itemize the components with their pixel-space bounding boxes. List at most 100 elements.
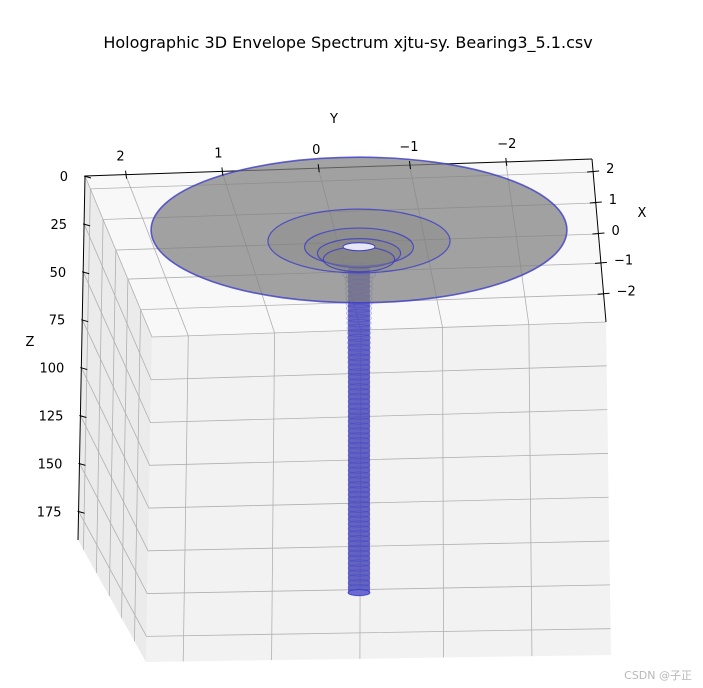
surface-ring (347, 471, 371, 479)
back-pane (146, 322, 611, 662)
z-tick-label: 125 (39, 409, 64, 424)
grid-line-z (80, 367, 609, 509)
x-tick (592, 232, 605, 235)
surface-ring (347, 343, 371, 352)
z-tick (79, 414, 87, 418)
surface-ring (347, 485, 371, 494)
x-tick (597, 292, 610, 295)
surface-ring (346, 308, 372, 318)
x-tick-label: −2 (617, 284, 636, 299)
surface-ring (346, 313, 372, 323)
x-axis-label: X (638, 206, 647, 221)
surface-ring (347, 495, 371, 504)
z-tick-label: 25 (51, 218, 68, 233)
grid-line-x (95, 219, 104, 573)
z-tick (82, 271, 90, 275)
surface-ring (347, 500, 371, 509)
y-tick (221, 167, 224, 176)
surface-ring (347, 505, 371, 514)
x-tick (594, 261, 608, 264)
surface-ring (346, 333, 372, 342)
x-tick (587, 170, 600, 173)
envelope-surface (150, 156, 568, 597)
grid-line-z (80, 415, 610, 552)
grid-line-z (83, 223, 607, 381)
y-tick (505, 157, 508, 166)
surface-ring (347, 387, 371, 396)
surface-ring (347, 481, 371, 489)
surface-ring (347, 579, 371, 587)
x-tick-label: 2 (606, 162, 614, 177)
surface-ring (347, 363, 371, 372)
surface-ring (347, 554, 371, 563)
surface-ring (347, 510, 371, 519)
surface-ring (347, 569, 371, 577)
surface-ring (347, 427, 371, 435)
envelope-ring (150, 156, 568, 304)
surface-ring (347, 476, 371, 484)
grid-line-x (134, 309, 142, 642)
surface-ring (346, 328, 372, 337)
envelope-ring (316, 238, 402, 269)
x-tick-label: 0 (611, 224, 619, 239)
surface-ring (346, 338, 372, 347)
surface-ring (346, 318, 372, 328)
y-tick-label: −1 (399, 140, 418, 155)
surface-ring (347, 520, 371, 528)
surface-ring (347, 397, 371, 406)
surface-ring (347, 456, 371, 465)
grid-line-z (81, 319, 608, 466)
surface-ring (347, 368, 371, 376)
surface-ring (347, 373, 371, 381)
surface-ring (347, 539, 371, 548)
surface-ring (347, 402, 371, 411)
grid-line-z (79, 463, 610, 594)
surface-ring (347, 383, 371, 391)
y-tick-label: 2 (116, 150, 124, 165)
z-tick (83, 175, 92, 179)
z-tick (81, 319, 89, 323)
surface-ring (347, 490, 371, 499)
grid-line-z (82, 271, 608, 423)
surface-ring (347, 378, 371, 386)
stem-base (347, 589, 371, 596)
z-tick-label: 50 (50, 266, 67, 281)
surface-ring (347, 432, 371, 440)
surface-ring (347, 417, 371, 425)
surface-ring (347, 534, 371, 543)
surface-ring (347, 412, 371, 421)
surface-ring (347, 515, 371, 523)
surface-ring (347, 353, 371, 362)
surface-ring (347, 574, 371, 582)
z-tick (80, 367, 88, 371)
z-tick-label: 175 (37, 505, 62, 520)
surface-ring (347, 436, 371, 445)
surface-ring (345, 304, 373, 313)
y-tick (317, 164, 320, 173)
y-tick-label: 0 (312, 143, 320, 158)
surface-ring (347, 446, 371, 455)
surface-ring (347, 525, 371, 533)
grid-line-z (84, 175, 607, 338)
z-tick-label: 75 (49, 314, 66, 329)
y-tick (408, 161, 411, 170)
surface-ring (347, 451, 371, 460)
z-tick-label: 100 (39, 362, 64, 377)
grid-line-x (121, 279, 129, 619)
y-tick-label: −2 (497, 137, 516, 152)
surface-ring (347, 466, 371, 474)
left-pane (78, 176, 152, 662)
surface-ring (347, 348, 371, 357)
grid-line-x (108, 250, 117, 597)
x-tick-label: −1 (614, 253, 633, 268)
z-axis-label: Z (26, 335, 35, 350)
x-tick (589, 201, 602, 204)
surface-ring (347, 441, 371, 450)
surface-ring (347, 422, 371, 430)
y-axis-label: Y (329, 112, 338, 127)
grid-line-z (78, 511, 611, 637)
z-tick (82, 223, 91, 227)
surface-ring (347, 530, 371, 538)
tick-marks (77, 157, 610, 514)
envelope-opening (342, 242, 376, 252)
